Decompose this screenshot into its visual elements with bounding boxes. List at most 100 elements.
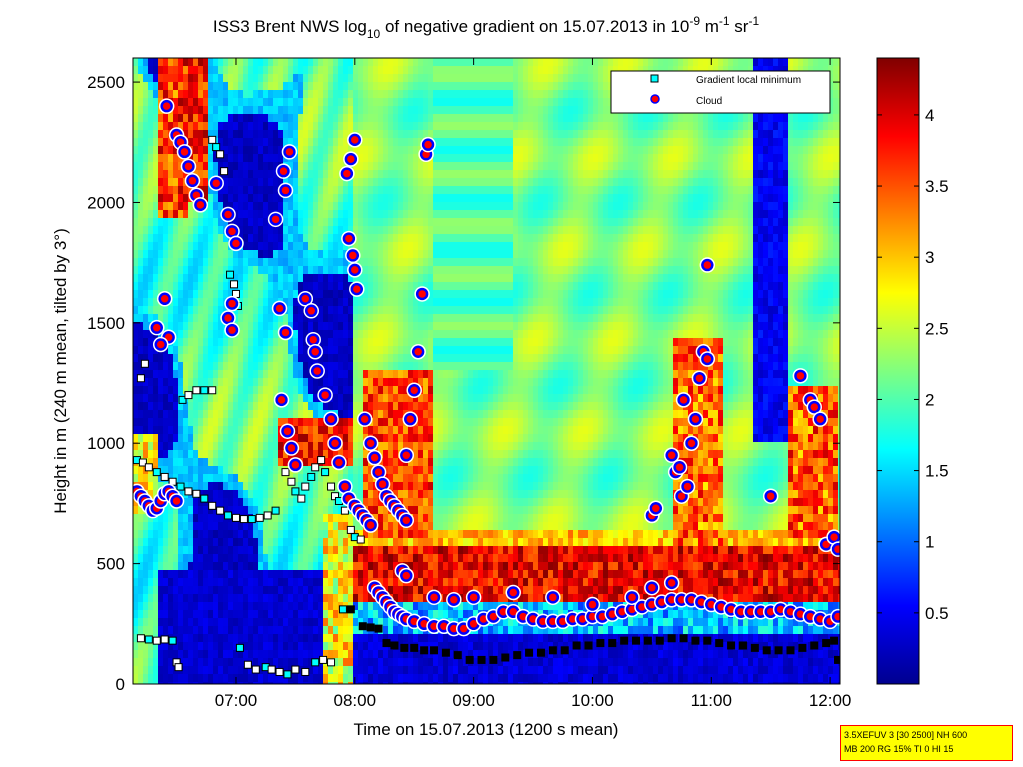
heatmap-cell: [133, 682, 139, 684]
heatmap-cell: [263, 258, 269, 267]
heatmap-cell: [323, 114, 329, 123]
heatmap-cell: [208, 450, 214, 459]
heatmap-cell: [218, 58, 224, 67]
heatmap-cell: [328, 674, 334, 683]
heatmap-cell: [258, 362, 264, 371]
heatmap-cell: [368, 210, 374, 219]
heatmap-cell: [333, 394, 339, 403]
heatmap-cell: [418, 666, 424, 675]
heatmap-cell: [408, 394, 414, 403]
heatmap-cell: [143, 618, 149, 627]
heatmap-cell: [198, 250, 204, 259]
heatmap-cell: [398, 402, 404, 411]
heatmap-cell: [258, 282, 264, 291]
heatmap-cell: [273, 130, 279, 139]
heatmap-cell: [203, 82, 209, 91]
heatmap-cell: [443, 74, 449, 83]
heatmap-cell: [398, 306, 404, 315]
heatmap-cell: [263, 466, 269, 475]
heatmap-cell: [268, 506, 274, 515]
heatmap-cell: [183, 250, 189, 259]
heatmap-cell: [138, 274, 144, 283]
heatmap-cell: [308, 466, 314, 475]
heatmap-cell: [188, 402, 194, 411]
heatmap-cell: [198, 458, 204, 467]
heatmap-cell: [143, 594, 149, 603]
heatmap-cell: [333, 370, 339, 379]
heatmap-cell: [368, 410, 374, 419]
heatmap-cell: [383, 546, 389, 555]
heatmap-cell: [138, 154, 144, 163]
heatmap-cell: [148, 282, 154, 291]
heatmap-cell: [193, 282, 199, 291]
heatmap-cell: [263, 618, 269, 627]
heatmap-cell: [438, 362, 444, 371]
heatmap-cell: [223, 602, 229, 611]
heatmap-cell: [353, 618, 359, 627]
heatmap-cell: [348, 634, 354, 643]
heatmap-cell: [323, 554, 329, 563]
heatmap-cell: [418, 338, 424, 347]
heatmap-cell: [238, 458, 244, 467]
heatmap-cell: [183, 530, 189, 539]
heatmap-cell: [418, 178, 424, 187]
heatmap-cell: [198, 178, 204, 187]
heatmap-cell: [178, 306, 184, 315]
heatmap-cell: [388, 626, 394, 635]
heatmap-cell: [208, 442, 214, 451]
heatmap-cell: [218, 610, 224, 619]
heatmap-cell: [433, 154, 439, 163]
heatmap-cell: [293, 618, 299, 627]
heatmap-cell: [303, 442, 309, 451]
heatmap-cell: [233, 602, 239, 611]
heatmap-cell: [203, 98, 209, 107]
heatmap-cell: [383, 274, 389, 283]
heatmap-cell: [323, 402, 329, 411]
heatmap-cell: [408, 58, 414, 67]
heatmap-cell: [293, 610, 299, 619]
heatmap-cell: [163, 602, 169, 611]
heatmap-cell: [363, 498, 369, 507]
heatmap-cell: [333, 226, 339, 235]
heatmap-cell: [433, 546, 439, 555]
heatmap-cell: [398, 314, 404, 323]
heatmap-cell: [243, 394, 249, 403]
heatmap-cell: [348, 90, 354, 99]
heatmap-cell: [268, 618, 274, 627]
heatmap-cell: [253, 570, 259, 579]
heatmap-cell: [413, 298, 419, 307]
heatmap-cell: [268, 130, 274, 139]
heatmap-cell: [203, 522, 209, 531]
heatmap-cell: [368, 146, 374, 155]
heatmap-cell: [283, 338, 289, 347]
heatmap-cell: [273, 490, 279, 499]
heatmap-cell: [358, 306, 364, 315]
heatmap-cell: [353, 330, 359, 339]
heatmap-cell: [393, 586, 399, 595]
heatmap-cell: [258, 658, 264, 667]
heatmap-cell: [343, 106, 349, 115]
heatmap-cell: [133, 578, 139, 587]
heatmap-cell: [243, 546, 249, 555]
heatmap-cell: [278, 234, 284, 243]
heatmap-cell: [373, 202, 379, 211]
heatmap-cell: [278, 578, 284, 587]
heatmap-cell: [228, 146, 234, 155]
heatmap-cell: [303, 226, 309, 235]
heatmap-cell: [213, 274, 219, 283]
heatmap-cell: [413, 338, 419, 347]
heatmap-cell: [428, 306, 434, 315]
heatmap-cell: [148, 514, 154, 523]
heatmap-cell: [183, 106, 189, 115]
heatmap-cell: [133, 538, 139, 547]
heatmap-cell: [428, 490, 434, 499]
heatmap-cell: [208, 682, 214, 684]
heatmap-cell: [163, 434, 169, 443]
heatmap-cell: [163, 618, 169, 627]
heatmap-cell: [353, 226, 359, 235]
heatmap-cell: [333, 90, 339, 99]
heatmap-cell: [358, 474, 364, 483]
heatmap-cell: [198, 98, 204, 107]
heatmap-cell: [253, 394, 259, 403]
heatmap-cell: [223, 202, 229, 211]
